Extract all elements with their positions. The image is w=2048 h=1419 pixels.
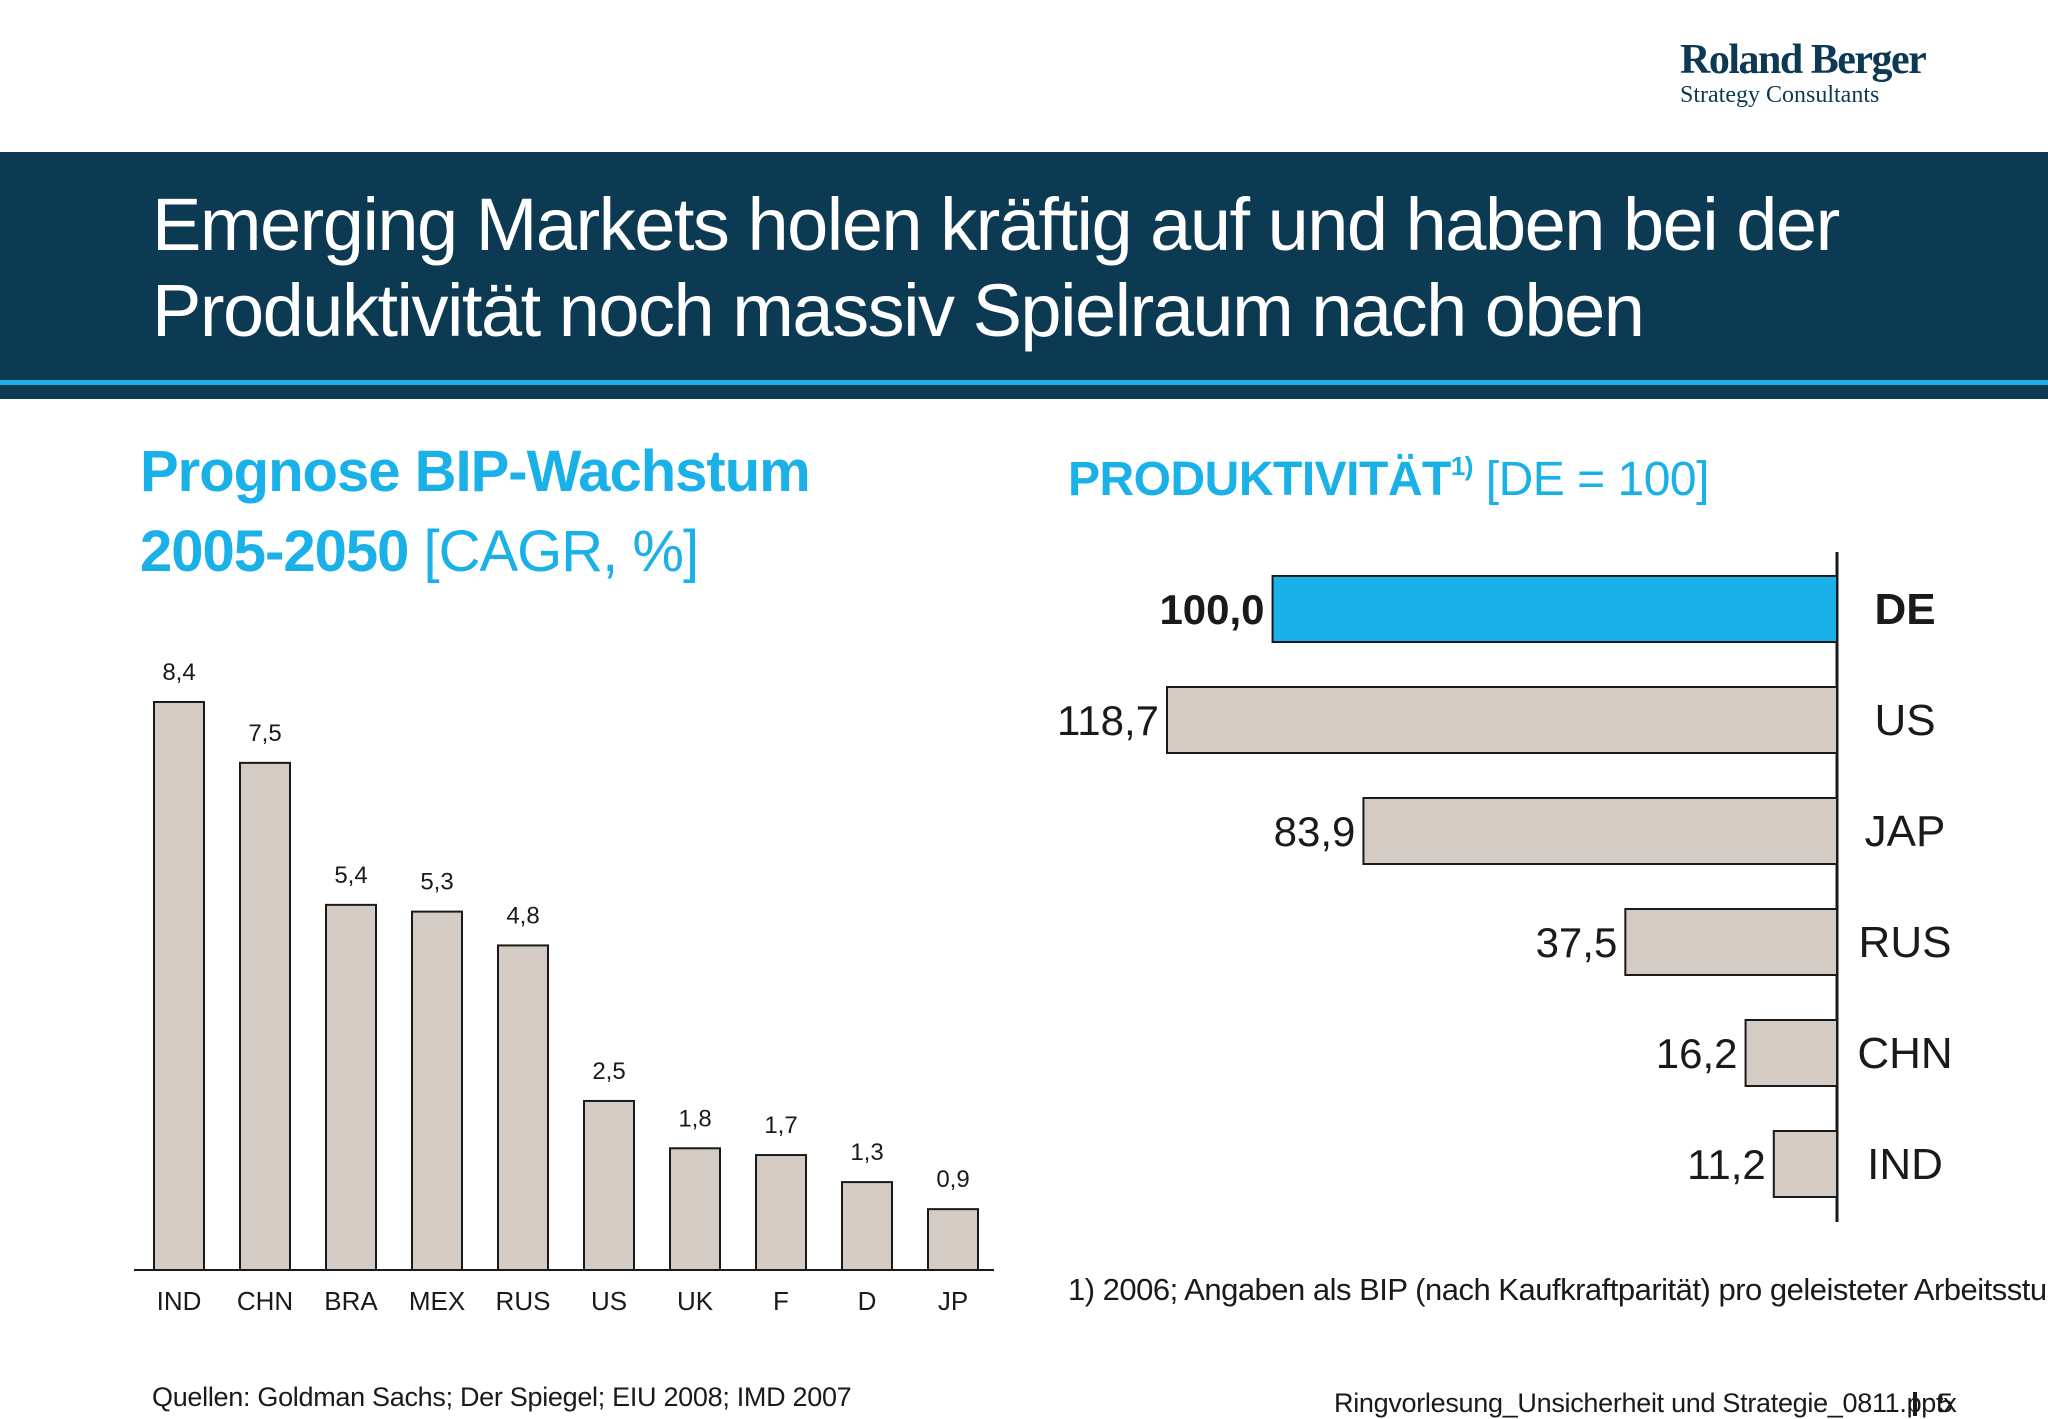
productivity-heading-bold: PRODUKTIVITÄT [1068, 453, 1451, 506]
gdp-heading-bold2: 2005-2050 [140, 519, 409, 584]
logo-name: Roland Berger [1680, 37, 1927, 83]
productivity-heading-unit: [DE = 100] [1485, 453, 1710, 506]
logo-subtitle: Strategy Consultants [1680, 82, 1880, 108]
gdp-bar-rus [497, 944, 549, 1272]
gdp-category-label-d: D [858, 1286, 877, 1316]
gdp-value-label-chn: 7,5 [248, 720, 281, 747]
gdp-heading-bold1: Prognose BIP-Wachstum [140, 439, 811, 504]
gdp-category-label-uk: UK [677, 1286, 714, 1316]
slide-title: Emerging Markets holen kräftig auf und h… [152, 182, 1992, 354]
gdp-bar-uk [669, 1147, 721, 1272]
gdp-bar-mex [411, 910, 463, 1271]
footer-separator [1913, 1392, 1917, 1416]
productivity-value-label-ind: 11,2 [1687, 1141, 1766, 1188]
productivity-value-label-de: 100,0 [1159, 586, 1264, 633]
productivity-bar-jap [1362, 797, 1838, 865]
gdp-bar-f [755, 1154, 807, 1271]
productivity-category-label-jap: JAP [1865, 807, 1946, 856]
productivity-heading-footnote-mark: 1) [1450, 451, 1474, 481]
banner-accent-line [0, 380, 2048, 385]
gdp-category-label-rus: RUS [496, 1286, 551, 1316]
productivity-category-label-ind: IND [1867, 1140, 1943, 1189]
gdp-chart-heading: Prognose BIP-Wachstum 2005-2050 [CAGR, %… [140, 432, 811, 592]
gdp-value-label-mex: 5,3 [420, 869, 453, 896]
productivity-bar-ind [1772, 1130, 1839, 1198]
productivity-value-label-rus: 37,5 [1536, 919, 1618, 966]
productivity-bar-de [1271, 575, 1838, 643]
gdp-value-label-bra: 5,4 [334, 862, 367, 889]
productivity-bar-rus [1624, 908, 1838, 976]
gdp-value-label-f: 1,7 [764, 1112, 797, 1139]
productivity-category-label-de: DE [1874, 585, 1935, 634]
productivity-category-label-rus: RUS [1859, 918, 1952, 967]
gdp-category-label-jp: JP [938, 1286, 968, 1316]
gdp-category-label-bra: BRA [324, 1286, 378, 1316]
productivity-chart-heading: PRODUKTIVITÄT1) [DE = 100] [1068, 434, 1709, 512]
productivity-category-label-us: US [1874, 696, 1935, 745]
gdp-value-label-rus: 4,8 [506, 902, 539, 929]
gdp-category-label-us: US [591, 1286, 627, 1316]
gdp-value-label-ind: 8,4 [162, 659, 195, 686]
gdp-bar-bra [325, 903, 377, 1271]
gdp-category-label-f: F [773, 1286, 789, 1316]
file-name: Ringvorlesung_Unsicherheit und Strategie… [1334, 1388, 1957, 1418]
gdp-category-label-ind: IND [157, 1286, 202, 1316]
productivity-category-label-chn: CHN [1857, 1029, 1952, 1078]
gdp-value-label-jp: 0,9 [936, 1166, 969, 1193]
productivity-value-label-us: 118,7 [1057, 697, 1159, 744]
page-number: 5 [1938, 1388, 1954, 1418]
sources-note: Quellen: Goldman Sachs; Der Spiegel; EIU… [152, 1382, 852, 1412]
gdp-value-label-us: 2,5 [592, 1058, 625, 1085]
gdp-bar-ind [153, 701, 205, 1271]
gdp-value-label-d: 1,3 [850, 1139, 883, 1166]
productivity-bar-chart: 100,0 DE 118,7 US 83,9 JAP 37,5 RUS 16,2 CHN 11,2 I… [1057, 552, 1953, 1222]
gdp-bar-d [841, 1181, 893, 1271]
productivity-value-label-chn: 16,2 [1656, 1030, 1738, 1077]
gdp-growth-bar-chart: 8,4 IND 7,5 CHN 5,4 BRA 5,3 MEX 4,8 RUS 2,5 US 1,8 UK… [134, 659, 994, 1316]
title-banner [0, 152, 2048, 380]
gdp-bar-us [583, 1099, 635, 1272]
gdp-bar-jp [927, 1208, 979, 1271]
gdp-bar-chn [239, 761, 291, 1271]
roland-berger-logo: Roland Berger Strategy Consultants [1680, 37, 1927, 108]
gdp-value-label-uk: 1,8 [678, 1105, 711, 1132]
footnote: 1) 2006; Angaben als BIP (nach Kaufkraft… [1068, 1272, 2048, 1307]
slide-title-line2: Produktivität noch massiv Spielraum nach… [152, 269, 1645, 352]
banner-bottom-strip [0, 385, 2048, 399]
productivity-value-label-jap: 83,9 [1274, 808, 1356, 855]
gdp-category-label-chn: CHN [237, 1286, 293, 1316]
gdp-category-label-mex: MEX [409, 1286, 465, 1316]
productivity-bar-us [1166, 686, 1838, 754]
gdp-heading-unit: [CAGR, %] [423, 519, 700, 584]
slide-title-line1: Emerging Markets holen kräftig auf und h… [152, 183, 1840, 266]
productivity-bar-chn [1744, 1019, 1839, 1087]
